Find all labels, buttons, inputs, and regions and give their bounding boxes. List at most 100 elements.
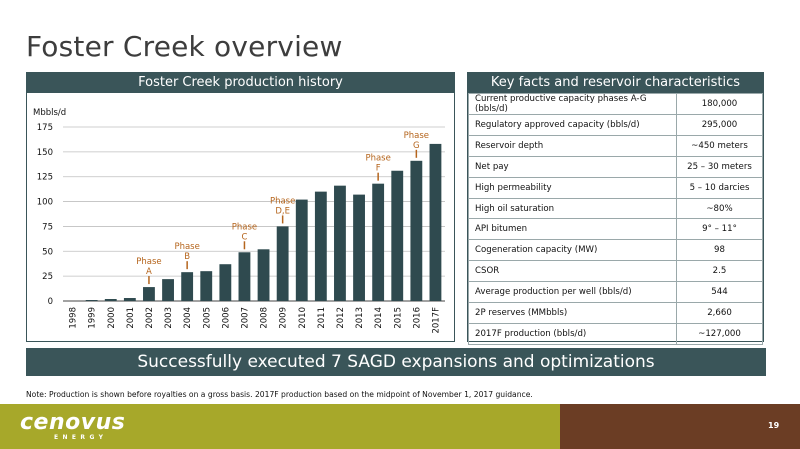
y-tick-label: 175	[37, 123, 53, 133]
bar-2016	[410, 160, 423, 301]
x-tick-label: 2008	[260, 307, 270, 329]
facts-row: CSOR 2.5	[468, 260, 763, 283]
x-tick-label: 2016	[412, 307, 422, 329]
x-tick-label: 2001	[126, 307, 136, 329]
facts-row: High permeability 5 – 10 darcies	[468, 176, 763, 199]
phase-label: Phase	[365, 154, 390, 164]
y-tick-label: 125	[37, 173, 53, 183]
bar-2012	[334, 185, 346, 301]
page-number: 19	[768, 421, 780, 430]
y-tick-label: 0	[48, 297, 53, 307]
logo-wordmark: cenovus	[20, 410, 126, 435]
phase-label: F	[376, 164, 381, 174]
chart-panel: Foster Creek production history Mbbls/d 0…	[26, 72, 455, 342]
facts-value: 2,660	[676, 302, 763, 324]
phase-label: Phase	[136, 257, 161, 267]
facts-table: Current productive capacity phases A-G (…	[468, 93, 763, 345]
y-tick-label: 75	[42, 222, 53, 232]
facts-row: Net pay 25 – 30 meters	[468, 155, 763, 178]
x-tick-label: 2009	[279, 307, 289, 329]
phase-label: D,E	[275, 206, 290, 216]
x-tick-label: 2011	[317, 307, 327, 329]
bar-2000	[104, 299, 117, 301]
facts-label: API bitumen	[468, 218, 677, 241]
y-tick-label: 50	[42, 247, 53, 257]
page-title: Foster Creek overview	[26, 30, 343, 63]
bar-2009	[276, 226, 289, 301]
x-tick-label: 2012	[336, 307, 346, 329]
phase-label: Phase	[270, 196, 295, 206]
footer-bar-brown	[560, 404, 800, 449]
facts-row: Average production per well (bbls/d) 544	[468, 281, 763, 304]
phase-label: Phase	[174, 242, 199, 252]
x-tick-label: 2015	[393, 307, 403, 329]
bar-2011	[314, 191, 327, 301]
x-tick-label: 2010	[298, 307, 308, 329]
phase-label: B	[184, 252, 190, 262]
footer-bar-olive	[0, 404, 560, 449]
x-tick-label: 1999	[88, 307, 98, 329]
bar-2005	[200, 271, 213, 301]
facts-value: 5 – 10 darcies	[676, 176, 763, 199]
y-tick-label: 150	[37, 148, 53, 158]
bar-2003	[162, 279, 174, 301]
bar-1999	[85, 300, 98, 301]
facts-title: Key facts and reservoir characteristics	[468, 73, 763, 93]
facts-label: Average production per well (bbls/d)	[468, 281, 677, 304]
facts-row: High oil saturation ~80%	[468, 197, 763, 220]
x-tick-label: 1998	[69, 307, 79, 329]
facts-label: Current productive capacity phases A-G (…	[468, 93, 677, 115]
phase-label: G	[413, 141, 420, 151]
bar-2014	[372, 183, 385, 301]
facts-value: ~80%	[676, 197, 763, 220]
facts-label: CSOR	[468, 260, 677, 283]
x-tick-label: 2004	[183, 307, 193, 329]
x-tick-label: 2000	[107, 307, 117, 329]
facts-value: 180,000	[676, 93, 763, 115]
phase-label: A	[146, 267, 152, 277]
facts-value: 9° – 11°	[676, 218, 763, 241]
facts-value: 295,000	[676, 114, 763, 136]
facts-panel: Key facts and reservoir characteristics …	[467, 72, 764, 345]
facts-label: Net pay	[468, 155, 677, 178]
facts-label: High permeability	[468, 176, 677, 199]
bar-2010	[295, 199, 308, 301]
facts-label: Regulatory approved capacity (bbls/d)	[468, 114, 677, 136]
x-tick-label: 2005	[202, 307, 212, 329]
facts-row: 2P reserves (MMbbls) 2,660	[468, 302, 763, 324]
x-tick-label: 2013	[355, 307, 365, 329]
facts-label: 2017F production (bbls/d)	[468, 322, 677, 345]
y-axis-label: Mbbls/d	[33, 108, 66, 118]
facts-label: 2P reserves (MMbbls)	[468, 302, 677, 324]
production-chart: Mbbls/d 0 25 50 75 100 125 150 175 1998 1999 2000 20…	[33, 108, 445, 334]
facts-value: 25 – 30 meters	[676, 155, 763, 178]
facts-value: 544	[676, 281, 763, 304]
x-tick-label: 2017F	[431, 307, 441, 334]
bar-2002	[143, 287, 155, 301]
x-tick-label: 2007	[240, 307, 250, 329]
facts-row: Regulatory approved capacity (bbls/d) 295…	[468, 114, 763, 136]
bar-2017F	[429, 143, 442, 301]
bar-2008	[257, 249, 270, 301]
facts-value: 2.5	[676, 260, 763, 283]
bar-2015	[391, 170, 404, 301]
x-tick-label: 2014	[374, 307, 384, 329]
facts-label: High oil saturation	[468, 197, 677, 220]
y-tick-label: 100	[37, 198, 53, 208]
bar-2004	[181, 272, 194, 301]
x-tick-label: 2006	[221, 307, 231, 329]
cenovus-logo: cenovus ENERGY	[20, 412, 125, 442]
facts-value: ~127,000	[676, 322, 763, 345]
summary-banner: Successfully executed 7 SAGD expansions …	[26, 348, 766, 376]
phase-label: C	[241, 232, 247, 242]
bar-2007	[238, 252, 251, 301]
facts-value: 98	[676, 239, 763, 262]
phase-label: Phase	[232, 222, 257, 232]
facts-row: Reservoir depth ~450 meters	[468, 134, 763, 157]
x-tick-label: 2002	[145, 307, 155, 329]
chart-title: Foster Creek production history	[27, 73, 454, 93]
logo-subtitle: ENERGY	[54, 434, 108, 441]
y-tick-label: 25	[42, 272, 53, 282]
facts-label: Reservoir depth	[468, 134, 677, 157]
x-tick-label: 2003	[164, 307, 174, 329]
